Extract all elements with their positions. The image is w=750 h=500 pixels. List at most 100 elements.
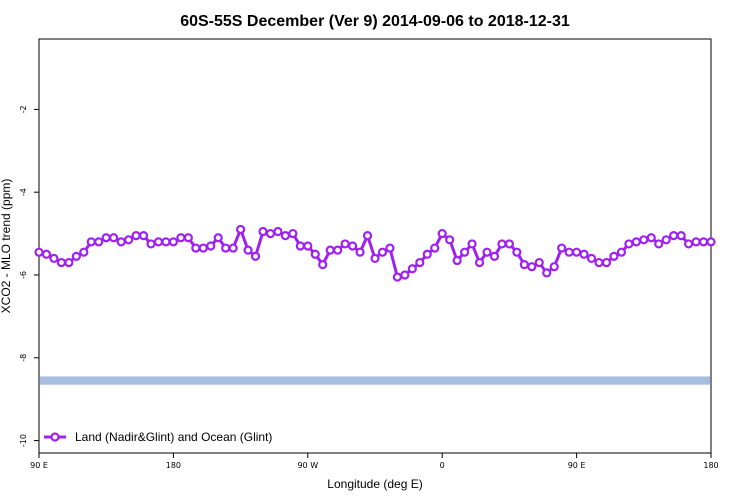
data-point (392, 272, 402, 282)
data-point (124, 235, 134, 245)
y-tick-label: -10 (19, 434, 28, 447)
data-point (377, 247, 388, 257)
data-point (333, 245, 343, 255)
legend: Land (Nadir&Glint) and Ocean (Glint) (44, 430, 272, 444)
y-tick-label: -6 (19, 271, 28, 279)
x-tick-label: 90 E (30, 461, 48, 470)
data-point (131, 231, 141, 241)
plot-frame (38, 38, 712, 454)
data-point (258, 226, 268, 237)
y-tick-label: -2 (19, 105, 28, 113)
data-point (71, 251, 81, 261)
data-point (325, 245, 335, 255)
data-point (467, 239, 477, 249)
data-point (557, 243, 567, 253)
x-tick-label: 90 W (297, 461, 318, 470)
x-tick-label: 180 (166, 461, 181, 470)
data-point (579, 249, 589, 259)
data-point (221, 243, 231, 253)
data-point (153, 237, 164, 247)
data-point (41, 249, 52, 259)
chart-title: 60S-55S December (Ver 9) 2014-09-06 to 2… (180, 13, 570, 30)
data-point (497, 239, 507, 249)
data-point (318, 260, 328, 270)
data-point (646, 233, 656, 243)
y-axis: -2 -4 -6 -8 -10 (19, 105, 39, 447)
data-point (116, 237, 126, 247)
data-point (609, 251, 619, 261)
data-point (400, 270, 410, 280)
data-point (273, 226, 283, 237)
data-point (34, 247, 44, 257)
data-point (146, 239, 156, 249)
data-point (56, 257, 67, 268)
data-point (407, 264, 417, 274)
data-point (206, 241, 216, 251)
data-point (109, 233, 119, 243)
data-point (624, 239, 634, 249)
data-point (504, 239, 514, 249)
data-point (527, 262, 537, 272)
y-tick-label: -8 (19, 354, 28, 362)
data-point (243, 245, 253, 255)
data-point (482, 247, 492, 257)
data-point (355, 247, 365, 257)
data-point (437, 228, 447, 239)
legend-marker (50, 432, 60, 442)
data-point (639, 235, 649, 245)
data-point (683, 239, 694, 249)
data-point (265, 228, 276, 239)
data-point (191, 243, 201, 253)
data-point (706, 237, 716, 247)
data-point (549, 262, 559, 272)
series-layer (34, 224, 716, 282)
data-point (340, 239, 350, 249)
x-tick-label: 90 E (568, 461, 586, 470)
data-point (676, 231, 686, 241)
x-axis-label: Longitude (deg E) (327, 477, 422, 491)
data-point (452, 255, 462, 266)
data-point (430, 243, 440, 253)
data-point (86, 237, 96, 247)
data-point (79, 247, 89, 257)
data-point (586, 253, 597, 264)
data-point (94, 237, 104, 247)
legend-label: Land (Nadir&Glint) and Ocean (Glint) (75, 430, 272, 444)
data-point (654, 239, 664, 249)
data-point (594, 257, 604, 268)
data-point (213, 233, 223, 243)
data-point (310, 249, 320, 259)
data-point (669, 231, 679, 241)
data-point (236, 224, 246, 235)
data-point (571, 247, 582, 257)
data-point (564, 247, 574, 257)
data-point (519, 260, 529, 270)
y-axis-label: XCO2 - MLO trend (ppm) (0, 179, 13, 314)
data-point (601, 257, 612, 268)
data-point (176, 233, 186, 243)
data-point (512, 247, 522, 257)
data-point (250, 251, 261, 261)
data-point (385, 243, 395, 253)
data-point (161, 237, 171, 247)
data-point (661, 235, 671, 245)
data-point (698, 237, 709, 247)
data-point (168, 237, 178, 247)
data-point (101, 233, 111, 243)
data-point (474, 257, 485, 268)
data-point (534, 257, 544, 268)
data-point (445, 235, 455, 245)
data-point (370, 253, 380, 264)
data-point (198, 243, 208, 253)
data-point (489, 251, 500, 261)
data-point (183, 233, 193, 243)
x-tick-label: 0 (440, 461, 445, 470)
x-axis: 90 E 180 90 W 0 90 E 180 (30, 453, 719, 470)
data-point (295, 241, 305, 251)
data-point (280, 231, 290, 241)
data-point (228, 243, 238, 253)
x-tick-label: 180 (703, 461, 718, 470)
data-point (415, 257, 425, 268)
data-point (542, 268, 552, 278)
